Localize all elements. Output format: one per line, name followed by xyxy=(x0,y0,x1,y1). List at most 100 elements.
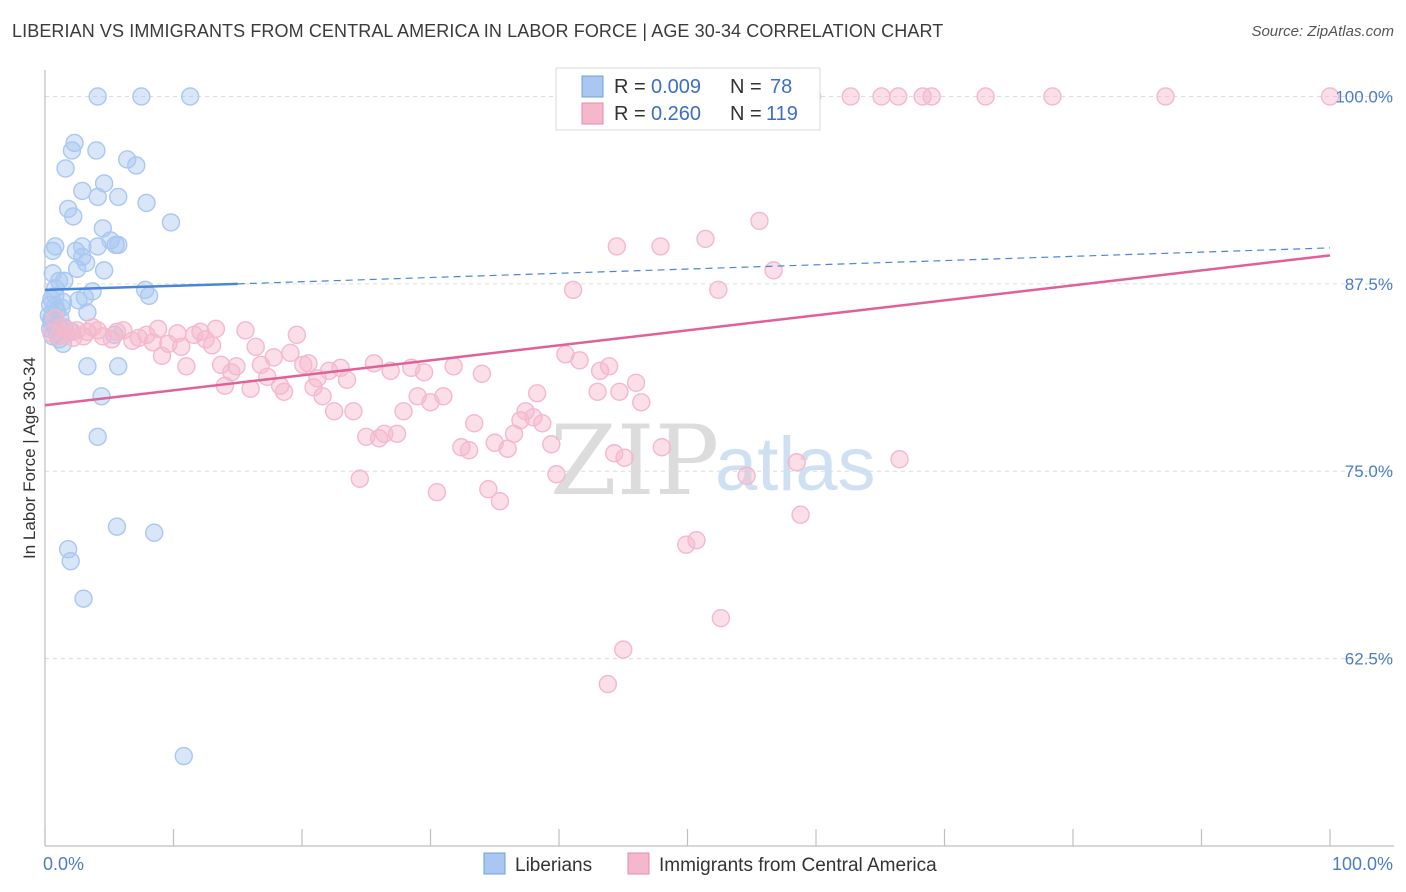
legend-swatch-immigrants xyxy=(581,102,604,125)
liberian-point-6 xyxy=(56,159,75,178)
liberian-point-5 xyxy=(87,141,106,160)
immigrant-point-109 xyxy=(610,382,629,401)
immigrant-point-9 xyxy=(1156,87,1175,106)
immigrant-point-119 xyxy=(677,535,696,554)
axes xyxy=(44,70,1394,847)
immigrant-point-43 xyxy=(177,357,196,376)
immigrant-point-12 xyxy=(696,229,715,249)
immigrant-point-15 xyxy=(764,261,783,280)
immigrant-point-71 xyxy=(337,370,357,390)
source-credit: Source: ZipAtlas.com xyxy=(1251,23,1394,40)
liberian-point-24 xyxy=(43,241,62,261)
immigrant-point-106 xyxy=(588,382,607,401)
liberian-point-2 xyxy=(181,87,200,106)
legend-n-label-1: N = xyxy=(730,76,762,98)
liberian-point-64 xyxy=(88,427,107,446)
y-tick-label-3: 100.0% xyxy=(1335,87,1393,106)
immigrant-point-13 xyxy=(651,237,670,256)
legend-r-value-2: 0.260 xyxy=(651,103,701,125)
immigrant-point-122 xyxy=(614,640,633,659)
immigrant-point-2 xyxy=(841,87,860,106)
legend-r-label-1: R = xyxy=(614,76,646,98)
immigrant-point-105 xyxy=(570,351,589,370)
immigrant-point-10 xyxy=(1320,87,1340,106)
immigrant-point-94 xyxy=(490,492,510,511)
immigrant-point-77 xyxy=(375,424,394,443)
immigrant-point-73 xyxy=(350,469,370,488)
immigrant-point-114 xyxy=(652,438,671,457)
x-tick-label-0: 0.0% xyxy=(43,854,84,874)
immigrant-point-92 xyxy=(479,480,498,499)
liberian-point-41 xyxy=(75,288,95,307)
liberian-point-4 xyxy=(65,133,84,153)
immigrant-point-3 xyxy=(872,87,891,106)
liberian-point-23 xyxy=(109,235,128,255)
liberian-point-7 xyxy=(118,150,137,169)
immigrant-point-90 xyxy=(464,414,484,433)
liberian-point-28 xyxy=(67,259,87,279)
immigrant-point-111 xyxy=(615,448,634,467)
bottom-swatch-liberians xyxy=(483,852,506,875)
immigrant-point-42 xyxy=(172,337,191,357)
immigrant-point-115 xyxy=(737,466,756,485)
liberian-point-16 xyxy=(161,213,181,232)
liberian-point-70 xyxy=(174,746,193,766)
immigrant-point-14 xyxy=(607,237,627,256)
liberian-point-68 xyxy=(61,551,80,571)
immigrant-point-107 xyxy=(590,361,610,381)
immigrant-point-112 xyxy=(626,373,646,392)
x-axis-ticks xyxy=(44,829,1331,846)
legend-n-value-2: 119 xyxy=(766,103,798,125)
liberian-trend-dashed xyxy=(237,247,1331,285)
y-axis-label: In Labor Force | Age 30-34 xyxy=(20,357,39,559)
immigrant-point-58 xyxy=(264,348,283,367)
immigrant-point-52 xyxy=(227,357,246,376)
immigrant-point-116 xyxy=(787,453,806,472)
liberian-point-13 xyxy=(137,193,156,213)
liberian-point-11 xyxy=(88,187,107,207)
immigrant-point-11 xyxy=(750,211,769,231)
immigrant-point-79 xyxy=(387,424,407,443)
immigrant-point-69 xyxy=(324,402,344,421)
grid-lines xyxy=(45,95,1394,660)
watermark-zip: ZIP xyxy=(550,405,719,517)
immigrant-point-17 xyxy=(709,280,728,300)
legend-r-label-2: R = xyxy=(614,103,646,125)
immigrant-point-108 xyxy=(599,357,619,376)
liberian-point-29 xyxy=(94,261,114,280)
liberian-point-61 xyxy=(78,357,97,376)
immigrant-point-61 xyxy=(281,343,300,363)
immigrant-point-89 xyxy=(459,441,479,460)
liberian-point-69 xyxy=(74,589,93,608)
immigrant-point-101 xyxy=(533,414,552,433)
immigrant-point-19 xyxy=(46,309,65,328)
immigrant-point-85 xyxy=(427,483,447,502)
liberian-point-66 xyxy=(145,523,164,542)
immigrant-point-72 xyxy=(344,402,363,421)
liberian-point-36 xyxy=(139,286,159,306)
immigrant-point-87 xyxy=(444,357,463,376)
watermark-atlas: atlas xyxy=(715,422,876,507)
liberian-point-63 xyxy=(92,387,111,406)
data-points xyxy=(39,87,1340,766)
x-tick-label-1: 100.0% xyxy=(1332,854,1393,874)
immigrant-point-60 xyxy=(274,382,294,401)
chart-title: LIBERIAN VS IMMIGRANTS FROM CENTRAL AMER… xyxy=(12,21,944,41)
watermark: ZIP atlas xyxy=(550,405,876,517)
immigrant-trend-line xyxy=(44,254,1331,407)
immigrant-point-36 xyxy=(137,325,156,345)
immigrant-point-38 xyxy=(148,319,168,339)
liberian-point-27 xyxy=(76,253,96,273)
immigrant-point-83 xyxy=(414,363,434,382)
immigrant-point-86 xyxy=(434,387,453,406)
bottom-legend-liberians: Liberians xyxy=(515,855,592,876)
immigrant-point-37 xyxy=(143,333,163,352)
immigrant-point-118 xyxy=(890,450,909,469)
immigrant-point-8 xyxy=(1043,87,1062,106)
immigrant-point-16 xyxy=(563,280,583,300)
bottom-legend-immigrants: Immigrants from Central America xyxy=(659,855,937,876)
immigrant-point-110 xyxy=(605,444,624,463)
legend-n-label-2: N = xyxy=(730,103,762,125)
y-tick-label-1: 75.0% xyxy=(1345,462,1393,481)
